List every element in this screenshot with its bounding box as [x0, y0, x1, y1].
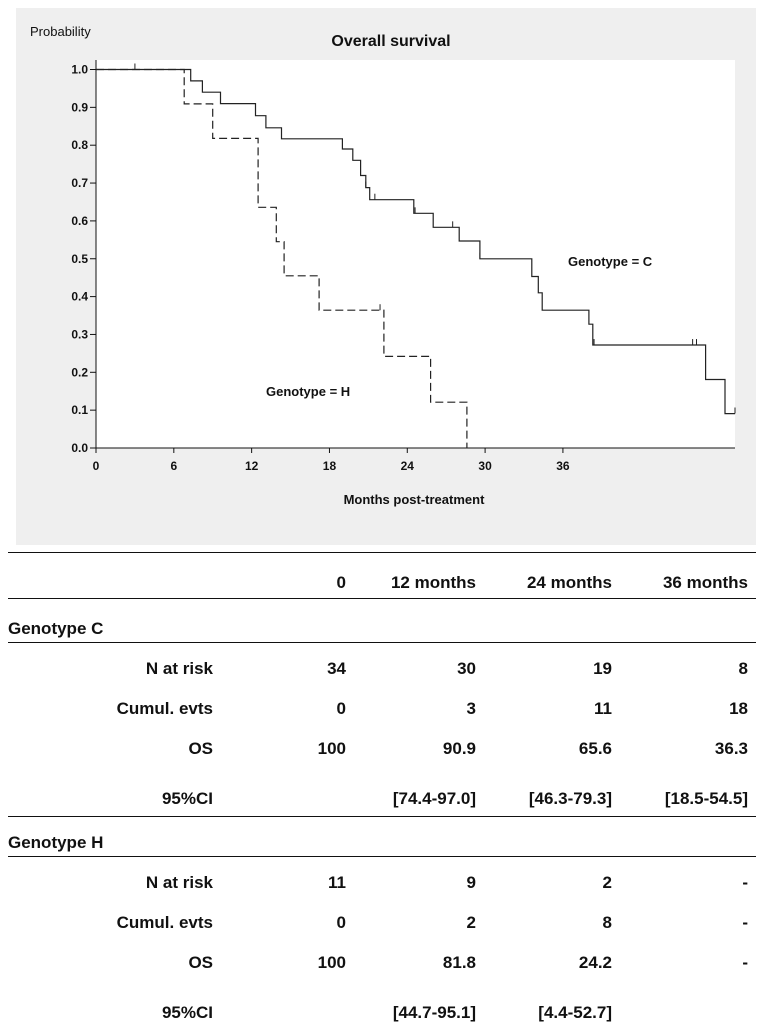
row-label: N at risk	[145, 659, 213, 678]
table-cell: [74.4-97.0]	[392, 789, 476, 808]
table-cell: 2	[466, 913, 476, 932]
table-cell: -	[742, 873, 748, 892]
x-tick-label: 0	[93, 459, 100, 473]
table-cell: [18.5-54.5]	[664, 789, 748, 808]
x-axis-title: Months post-treatment	[344, 492, 486, 507]
table-cell: 8	[602, 913, 612, 932]
chart-panel: Overall survival Probability 0.0 0.1 0.2 0.3 0…	[16, 8, 756, 545]
row-label: 95%CI	[161, 789, 213, 808]
table-top-rule	[8, 552, 756, 553]
table-cell: 30	[457, 659, 476, 678]
series-label-genotype-h: Genotype = H	[266, 384, 350, 399]
y-tick-label: 0.6	[71, 214, 88, 228]
row-label: 95%CI	[161, 1003, 213, 1022]
x-tick-label: 24	[401, 459, 415, 473]
plot-area	[96, 60, 735, 448]
row-label: OS	[188, 953, 213, 972]
table-cell: 9	[466, 873, 476, 892]
series-line-genotype-c	[96, 68, 735, 415]
table-cell: -	[742, 913, 748, 932]
table-cell: 11	[328, 873, 346, 892]
table-cell: [4.4-52.7]	[538, 1003, 612, 1022]
table-cell: 0	[336, 699, 346, 718]
table-cell: 24.2	[578, 953, 612, 972]
x-tick-label: 12	[245, 459, 259, 473]
table-header-row: 0 12 months 24 months 36 months	[0, 568, 757, 598]
table-cell: [46.3-79.3]	[528, 789, 612, 808]
chart-title: Overall survival	[331, 33, 450, 50]
table-header-cell: 12 months	[390, 573, 476, 592]
y-tick-label: 0.4	[71, 290, 88, 304]
table-cell: 100	[317, 739, 346, 758]
y-tick-label: 0.8	[71, 138, 88, 152]
row-label: Cumul. evts	[116, 699, 213, 718]
table-cell: 0	[336, 913, 346, 932]
group-rule	[8, 642, 756, 643]
x-tick-label: 36	[556, 459, 570, 473]
table-cell: 90.9	[442, 739, 476, 758]
table-row: N at risk 11 9 2 -	[0, 868, 757, 898]
group-end-rule	[8, 816, 756, 817]
row-label: Cumul. evts	[116, 913, 213, 932]
table-cell: 19	[593, 659, 612, 678]
table-cell: 3	[466, 699, 476, 718]
group-rule	[8, 856, 756, 857]
row-label: N at risk	[145, 873, 213, 892]
table-row: OS 100 81.8 24.2 -	[0, 948, 757, 978]
row-label: OS	[188, 739, 213, 758]
table-row: Cumul. evts 0 3 11 18	[0, 694, 757, 724]
table-header-cell: 0	[336, 573, 346, 592]
table-cell: [44.7-95.1]	[392, 1003, 476, 1022]
series-line-genotype-h	[96, 68, 468, 448]
y-tick-label: 0.9	[71, 100, 88, 114]
group-title: Genotype C	[8, 619, 104, 638]
table-cell: 11	[594, 699, 612, 718]
table-cell: 2	[602, 873, 612, 892]
table-cell: 65.6	[578, 739, 612, 758]
y-tick-label: 1.0	[71, 63, 88, 77]
table-header-cell: 36 months	[662, 573, 748, 592]
y-tick-label: 0.0	[71, 441, 88, 455]
series-label-genotype-c: Genotype = C	[568, 254, 653, 269]
table-cell: 100	[317, 953, 346, 972]
table-header-cell: 24 months	[526, 573, 612, 592]
table-row: N at risk 34 30 19 8	[0, 654, 757, 684]
x-tick-label: 18	[323, 459, 337, 473]
y-tick-label: 0.2	[71, 365, 88, 379]
table-row: Cumul. evts 0 2 8 -	[0, 908, 757, 938]
table-cell: 81.8	[442, 953, 476, 972]
x-tick-label: 30	[478, 459, 492, 473]
y-axis-label: Probability	[30, 24, 91, 39]
x-tick-label: 6	[170, 459, 177, 473]
table-cell: 34	[327, 659, 346, 678]
y-tick-label: 0.1	[71, 403, 88, 417]
table-row: 95%CI [44.7-95.1] [4.4-52.7]	[0, 998, 757, 1028]
table-header-rule	[8, 598, 756, 599]
table-cell: 18	[729, 699, 748, 718]
survival-chart: Overall survival Probability 0.0 0.1 0.2 0.3 0…	[30, 24, 736, 507]
y-tick-label: 0.3	[71, 327, 88, 341]
table-cell: 36.3	[714, 739, 748, 758]
table-row: 95%CI [74.4-97.0] [46.3-79.3] [18.5-54.5]	[0, 784, 757, 814]
y-tick-label: 0.5	[71, 252, 88, 266]
group-title: Genotype H	[8, 833, 104, 852]
table-row: OS 100 90.9 65.6 36.3	[0, 734, 757, 764]
y-tick-label: 0.7	[71, 176, 88, 190]
table-cell: -	[742, 953, 748, 972]
table-cell: 8	[738, 659, 748, 678]
